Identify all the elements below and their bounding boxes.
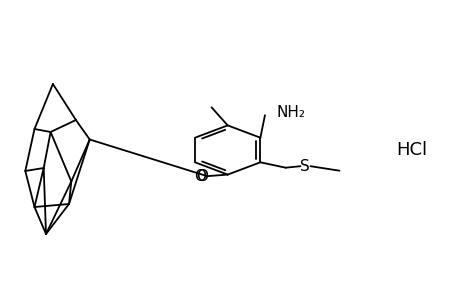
Text: NH₂: NH₂ — [276, 105, 305, 120]
Text: HCl: HCl — [395, 141, 426, 159]
Text: S: S — [299, 159, 309, 174]
Text: O: O — [196, 169, 208, 184]
Text: O: O — [194, 169, 206, 184]
